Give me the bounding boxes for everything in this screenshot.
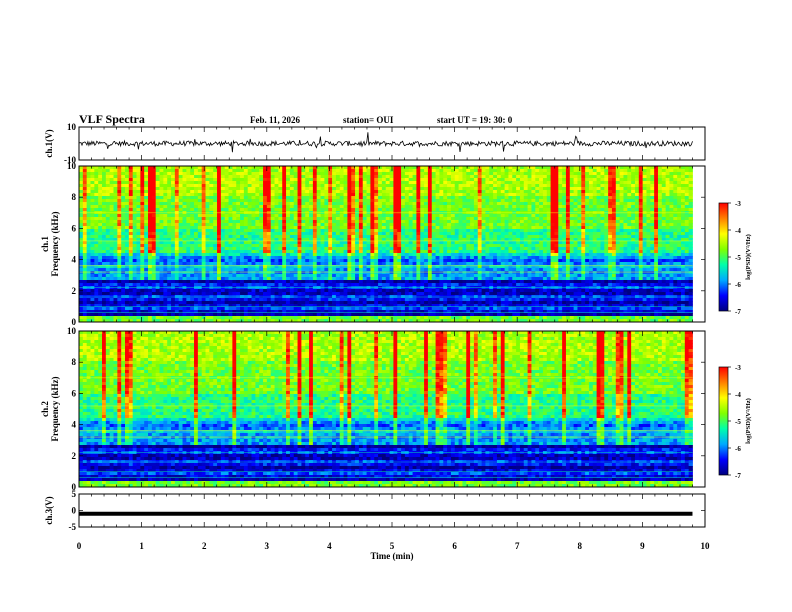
start-time-label: start UT = 19: 30: 0 (437, 115, 513, 125)
ytick-label: 10 (67, 161, 77, 171)
xaxis-label: Time (min) (370, 551, 413, 561)
colorbar-tick-label: -6 (735, 445, 741, 453)
ytick-label: 4 (72, 255, 77, 265)
date-label: Feb. 11, 2026 (250, 115, 301, 125)
xtick-label: 2 (202, 541, 207, 551)
xtick-label: 4 (327, 541, 332, 551)
xtick-label: 5 (390, 541, 395, 551)
xtick-label: 3 (265, 541, 270, 551)
ylabel-ch3-waveform: ch.3(V) (44, 496, 54, 524)
colorbar-tick-label: -6 (735, 281, 741, 289)
colorbar-tick-label: -7 (735, 308, 741, 316)
ytick-label: 0 (72, 506, 77, 516)
ylabel-frequency: Frequency (kHz) (50, 211, 60, 276)
colorbar-tick-label: -4 (735, 227, 741, 235)
ytick-label: 4 (72, 420, 77, 430)
ytick-label: 2 (72, 286, 77, 296)
colorbar-label: log(PSD)(V²/Hz) (745, 234, 752, 280)
spectrogram-ch1-spectrogram (79, 166, 693, 323)
ytick-label: 8 (72, 192, 77, 202)
ytick-label: 10 (67, 326, 77, 336)
ytick-label: 6 (72, 223, 77, 233)
colorbar-label: log(PSD)(V²/Hz) (745, 398, 752, 444)
xtick-label: 7 (515, 541, 520, 551)
colorbar-tick-label: -5 (735, 254, 741, 262)
ch1-trace (78, 132, 693, 153)
colorbar-1 (718, 202, 729, 312)
ytick-label: 8 (72, 357, 77, 367)
xtick-label: 6 (452, 541, 457, 551)
chart-title: VLF Spectra (79, 112, 145, 126)
ytick-label: -5 (69, 522, 77, 532)
station-label: station= OUI (343, 115, 394, 125)
ylabel-channel: ch.1 (40, 236, 50, 252)
ytick-label: -10 (64, 155, 76, 165)
ytick-label: 10 (67, 122, 77, 132)
xtick-label: 0 (77, 541, 82, 551)
xtick-label: 1 (139, 541, 144, 551)
waveform-ch1-waveform (78, 132, 693, 153)
colorbar-tick-label: -3 (735, 200, 741, 208)
ytick-label: 6 (72, 388, 77, 398)
colorbar-tick-label: -3 (735, 364, 741, 372)
ytick-label: 2 (72, 451, 77, 461)
colorbar-tick-label: -4 (735, 391, 741, 399)
spectrogram-ch2-spectrogram (79, 331, 693, 488)
colorbar-tick-label: -5 (735, 418, 741, 426)
ylabel-ch1-waveform: ch.1(V) (44, 129, 54, 157)
xtick-label: 9 (640, 541, 645, 551)
xtick-label: 8 (578, 541, 583, 551)
colorbar-2 (718, 366, 729, 476)
ylabel-frequency: Frequency (kHz) (50, 376, 60, 441)
xtick-label: 10 (701, 541, 711, 551)
ytick-label: 0 (72, 482, 77, 492)
ytick-label: 0 (72, 317, 77, 327)
ytick-label: 5 (72, 489, 77, 499)
colorbar-tick-label: -7 (735, 472, 741, 480)
ylabel-channel: ch.2 (40, 401, 50, 417)
